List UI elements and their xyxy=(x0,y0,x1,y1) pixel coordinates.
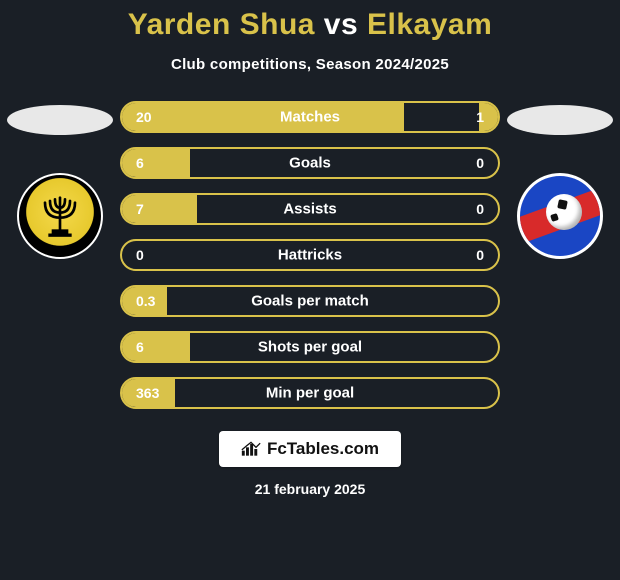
stat-label: Goals per match xyxy=(251,293,369,310)
stat-value-right: 0 xyxy=(476,201,484,217)
stat-value-left: 20 xyxy=(136,109,152,125)
player1-photo-placeholder xyxy=(7,105,113,135)
title: Yarden Shua vs Elkayam xyxy=(0,8,620,42)
stat-bar: 6 0 Goals xyxy=(120,147,500,179)
stat-value-left: 0.3 xyxy=(136,293,155,309)
bar-fill-left xyxy=(122,103,404,131)
stat-bar: 20 1 Matches xyxy=(120,101,500,133)
stat-label: Matches xyxy=(280,109,340,126)
player2-club-crest xyxy=(517,173,603,259)
stat-label: Hattricks xyxy=(278,247,342,264)
stat-bar: 363 Min per goal xyxy=(120,377,500,409)
stat-value-left: 0 xyxy=(136,247,144,263)
stat-label: Min per goal xyxy=(266,385,354,402)
bar-fill-left xyxy=(122,149,190,177)
bar-fill-left xyxy=(122,333,190,361)
stat-value-right: 1 xyxy=(476,109,484,125)
stat-value-left: 363 xyxy=(136,385,159,401)
player2-side xyxy=(500,101,620,259)
player1-name: Yarden Shua xyxy=(128,8,315,41)
stat-label: Goals xyxy=(289,155,331,172)
stats-bars: 20 1 Matches 6 0 Goals 7 0 Assists 0 0 Hattricks 0.3… xyxy=(120,101,500,409)
header: Yarden Shua vs Elkayam Club competitions… xyxy=(0,0,620,73)
date: 21 february 2025 xyxy=(255,481,366,497)
stat-bar: 6 Shots per goal xyxy=(120,331,500,363)
player2-name: Elkayam xyxy=(367,8,492,41)
bar-fill-left xyxy=(122,195,197,223)
footer: FcTables.com 21 february 2025 xyxy=(0,431,620,497)
brand-badge[interactable]: FcTables.com xyxy=(219,431,401,467)
stat-value-right: 0 xyxy=(476,247,484,263)
stat-bar: 0 0 Hattricks xyxy=(120,239,500,271)
content: 20 1 Matches 6 0 Goals 7 0 Assists 0 0 Hattricks 0.3… xyxy=(0,101,620,409)
menorah-icon xyxy=(35,191,85,241)
stat-label: Shots per goal xyxy=(258,339,362,356)
chart-icon xyxy=(241,440,261,458)
brand-text: FcTables.com xyxy=(267,439,379,459)
stat-bar: 0.3 Goals per match xyxy=(120,285,500,317)
stat-value-left: 6 xyxy=(136,155,144,171)
vs-text: vs xyxy=(324,8,358,41)
player1-club-crest xyxy=(17,173,103,259)
player2-photo-placeholder xyxy=(507,105,613,135)
stat-bar: 7 0 Assists xyxy=(120,193,500,225)
subtitle: Club competitions, Season 2024/2025 xyxy=(0,56,620,73)
stat-value-left: 6 xyxy=(136,339,144,355)
stat-value-left: 7 xyxy=(136,201,144,217)
stat-label: Assists xyxy=(283,201,336,218)
player1-side xyxy=(0,101,120,259)
soccer-ball-icon xyxy=(546,194,582,230)
stat-value-right: 0 xyxy=(476,155,484,171)
